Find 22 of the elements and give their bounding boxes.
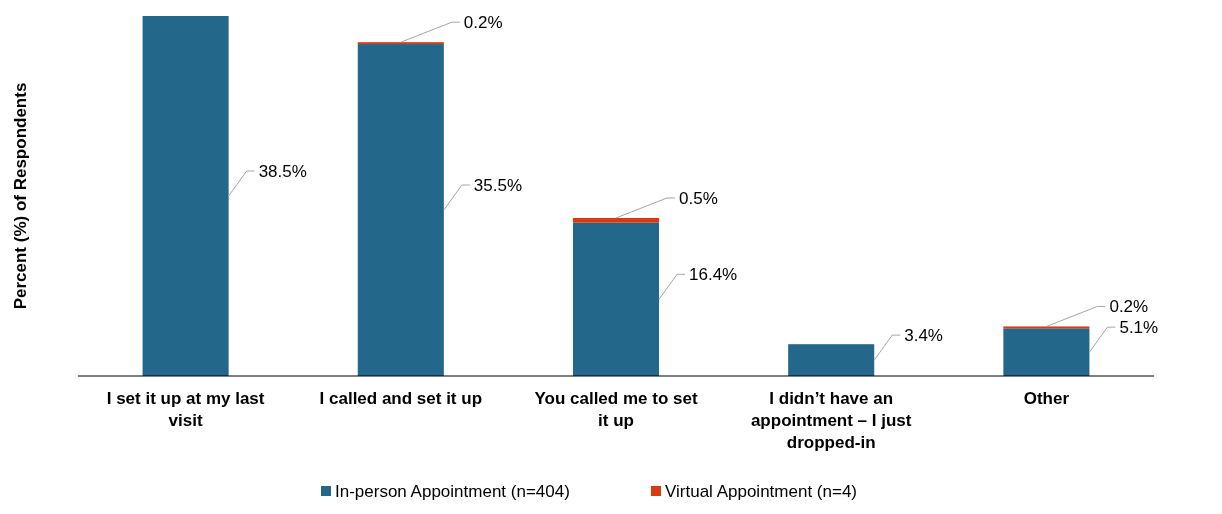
legend-label: Virtual Appointment (n=4): [665, 481, 857, 501]
data-label: 0.2%: [1109, 297, 1149, 317]
bar: [788, 344, 875, 376]
data-label: 38.5%: [258, 161, 307, 181]
legend-label: In-person Appointment (n=404): [335, 481, 570, 501]
x-tick-label: I set it up at my last visit: [106, 389, 265, 431]
y-axis-title: Percent (%) of Respondents: [11, 82, 30, 310]
bar: [357, 44, 444, 376]
x-tick-label: I called and set it up: [319, 389, 483, 408]
data-label: 16.4%: [689, 265, 738, 285]
data-label: 35.5%: [473, 175, 523, 195]
bar: [572, 217, 660, 223]
bar: [142, 16, 229, 376]
bar: [1003, 328, 1090, 376]
data-label: 0.5%: [679, 188, 718, 208]
bar: [572, 222, 660, 376]
data-label: 5.1%: [1119, 318, 1159, 338]
data-label: 3.4%: [904, 326, 943, 346]
x-tick-label: Other: [1023, 389, 1070, 408]
data-label: 0.2%: [463, 13, 503, 33]
x-tick-label: You called me to set it up: [534, 389, 698, 431]
x-tick-label: I didn’t have an appointment – I just dropped-in: [750, 389, 912, 453]
